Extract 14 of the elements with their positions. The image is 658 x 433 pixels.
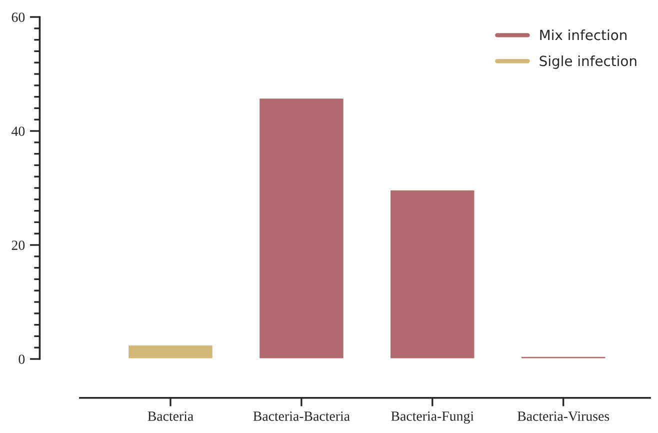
bar [127, 344, 214, 359]
x-tick-label: Bacteria [148, 412, 194, 421]
legend-label: Mix infection [540, 30, 626, 40]
y-tick-label: 20 [12, 240, 25, 250]
y-tick-label: 40 [12, 126, 25, 136]
x-tick-label: Bacteria-Viruses [517, 412, 610, 421]
bar [389, 189, 476, 359]
bar [258, 97, 345, 359]
x-tick-label: Bacteria-Bacteria [253, 412, 350, 421]
x-tick-label: Bacteria-Fungi [391, 411, 474, 424]
legend-label: Sigle infection [540, 55, 636, 69]
y-tick-label: 60 [12, 12, 25, 22]
bar [520, 355, 607, 359]
y-tick-label: 0 [18, 354, 25, 364]
